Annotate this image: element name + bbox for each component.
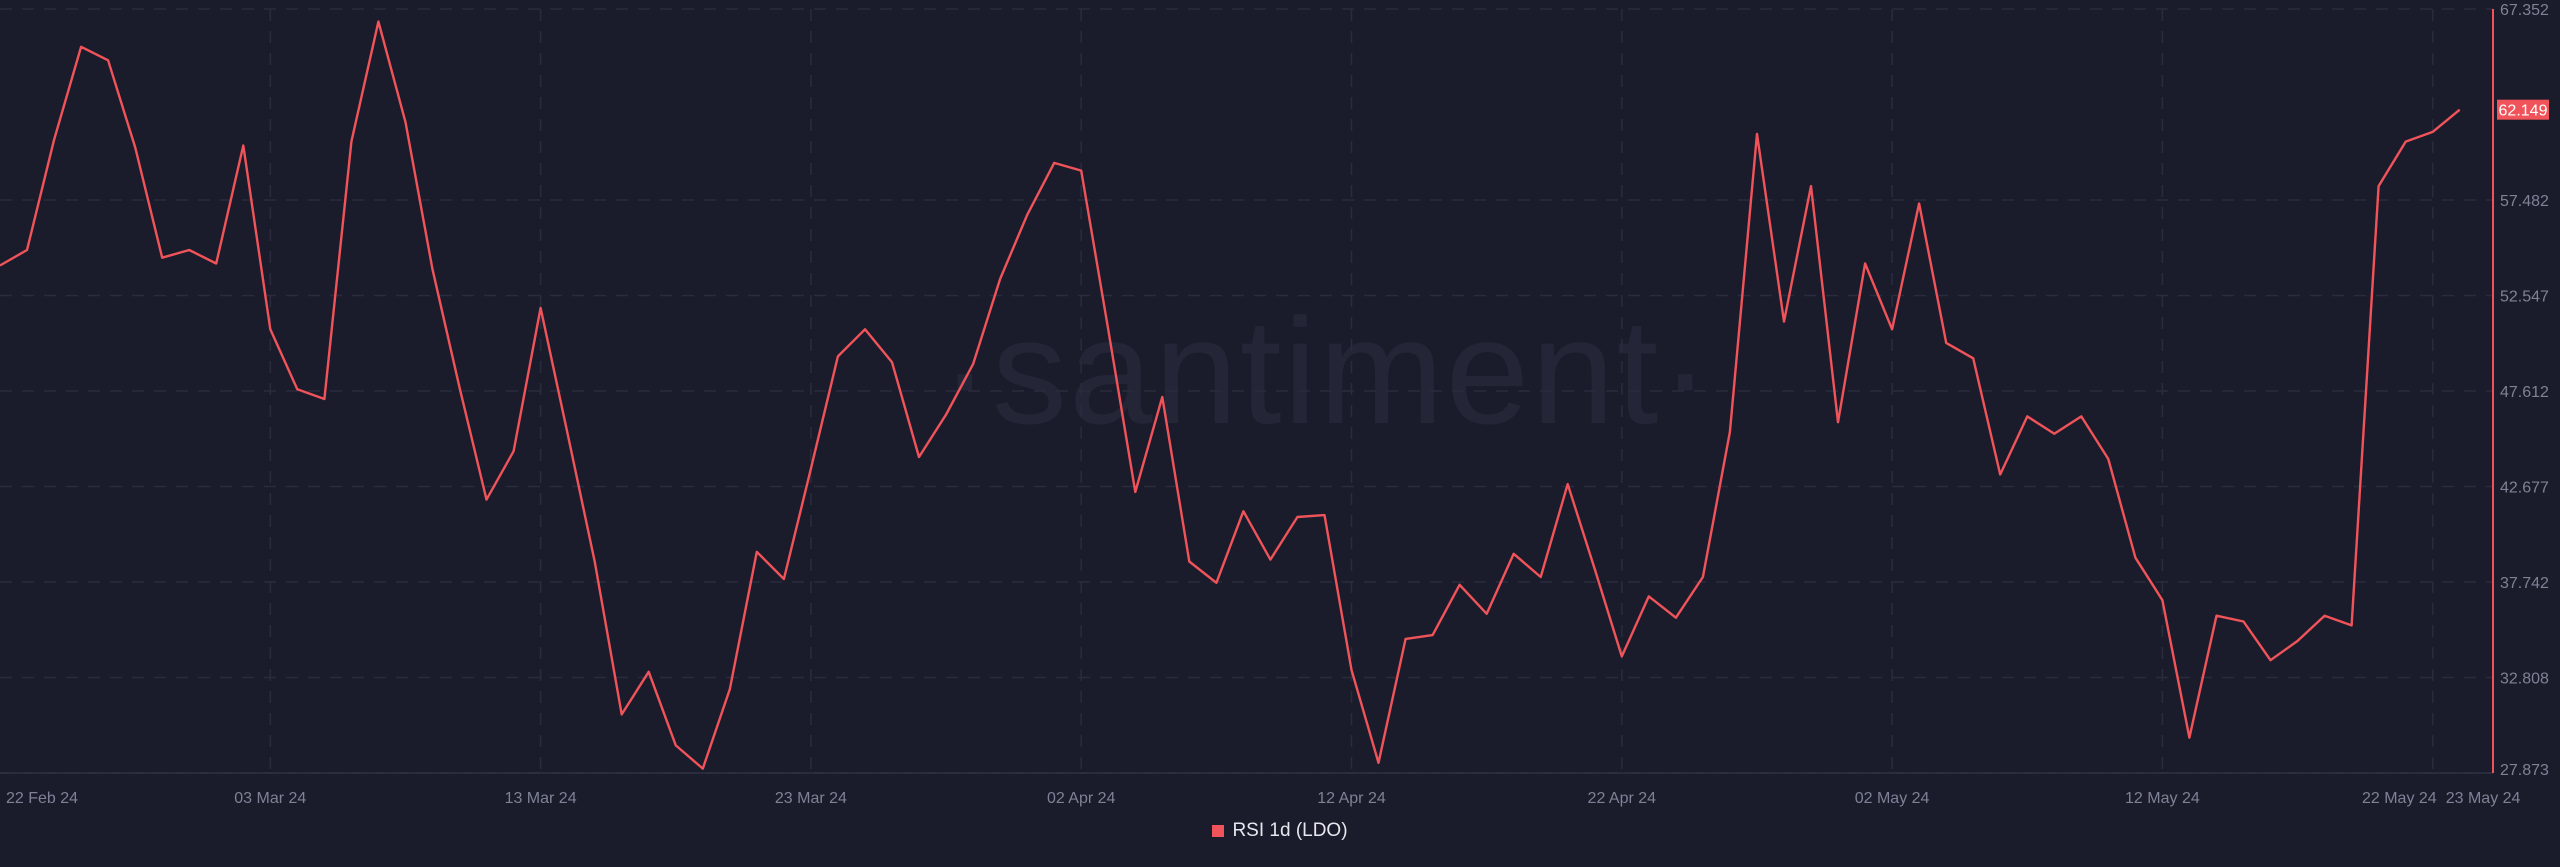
santiment-watermark: ·santiment· [940, 287, 1713, 455]
y-tick-label: 32.808 [2500, 670, 2549, 687]
y-tick-label: 67.352 [2500, 2, 2549, 19]
x-tick-label: 02 May 24 [1855, 790, 1930, 807]
x-tick-label: 02 Apr 24 [1047, 790, 1116, 807]
x-tick-label: 13 Mar 24 [505, 790, 577, 807]
y-tick-label: 42.677 [2500, 480, 2549, 497]
y-tick-label: 52.547 [2500, 289, 2549, 306]
x-tick-label: 03 Mar 24 [234, 790, 306, 807]
x-tick-label: 22 Apr 24 [1588, 790, 1657, 807]
last-value-label: 62.149 [2499, 103, 2548, 120]
x-tick-label: 22 May 24 [2362, 790, 2437, 807]
y-tick-label: 37.742 [2500, 575, 2549, 592]
rsi-series-line [0, 20, 2461, 770]
x-tick-label: 12 Apr 24 [1317, 790, 1386, 807]
x-tick-label: 22 Feb 24 [6, 790, 78, 807]
legend[interactable]: RSI 1d (LDO) [0, 820, 2560, 842]
x-tick-label: 12 May 24 [2125, 790, 2200, 807]
legend-label: RSI 1d (LDO) [1232, 820, 1348, 841]
legend-swatch [1212, 825, 1225, 837]
y-tick-label: 47.612 [2500, 384, 2549, 401]
x-tick-label: 23 May 24 [2446, 790, 2521, 807]
last-value-badge [2497, 99, 2549, 120]
y-tick-label: 27.873 [2500, 762, 2549, 779]
x-tick-label: 23 Mar 24 [775, 790, 847, 807]
y-tick-label: 57.482 [2500, 193, 2549, 210]
